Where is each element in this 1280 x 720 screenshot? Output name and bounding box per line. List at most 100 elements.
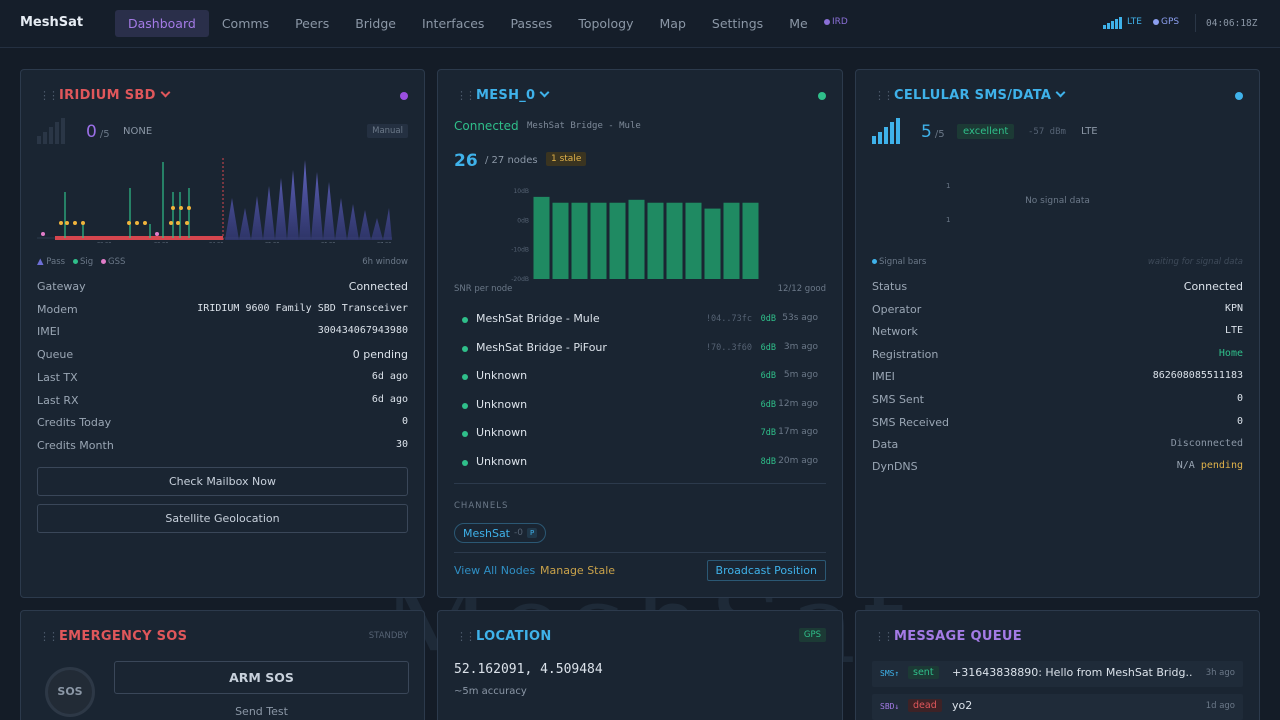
divider xyxy=(1195,14,1196,32)
field-data: Data Disconnected xyxy=(872,438,1243,452)
table-row[interactable]: SBD↓ dead yo2 1d ago xyxy=(872,694,1243,720)
window-label: 6h window xyxy=(362,257,408,267)
iridium-status: IRD xyxy=(824,17,848,27)
gps-badge: GPS xyxy=(798,628,826,642)
y-tick-label: 10dB xyxy=(513,188,529,195)
node-total: / 27 nodes xyxy=(485,155,538,166)
sos-icon: SOS xyxy=(45,667,95,717)
snr-bar[interactable] xyxy=(666,202,683,279)
tab-bridge[interactable]: Bridge xyxy=(355,16,396,31)
lte-status: LTE xyxy=(1127,17,1142,27)
field-modem: Modem IRIDIUM 9600 Family SBD Transceiver xyxy=(37,302,408,316)
iridium-signal-value: 0/5 xyxy=(86,122,110,142)
drag-handle-icon[interactable]: ⋮⋮ xyxy=(874,89,894,102)
snr-bar[interactable] xyxy=(552,202,569,279)
arm-sos-button[interactable]: ARM SOS xyxy=(114,661,409,694)
manage-stale-link[interactable]: Manage Stale xyxy=(540,564,616,577)
field-imei: IMEI 862608085511183 xyxy=(872,370,1243,384)
snr-bar[interactable] xyxy=(723,202,740,279)
tab-dashboard[interactable]: Dashboard xyxy=(115,10,209,37)
svg-text:05:00: 05:00 xyxy=(265,242,279,243)
field-queue: Queue 0 pending xyxy=(37,348,408,362)
dbm-value: -57 dBm xyxy=(1028,127,1066,137)
send-test-button[interactable]: Send Test xyxy=(235,705,288,718)
satellite-geolocation-button[interactable]: Satellite Geolocation xyxy=(37,504,408,533)
tab-interfaces[interactable]: Interfaces xyxy=(421,16,485,31)
tab-peers[interactable]: Peers xyxy=(295,16,330,31)
drag-handle-icon[interactable]: ⋮⋮ xyxy=(39,630,59,643)
no-signal-data: No signal data xyxy=(1025,196,1090,206)
list-item[interactable]: Unknown 6dB 12m ago xyxy=(454,397,826,415)
broadcast-position-button[interactable]: Broadcast Position xyxy=(706,560,826,581)
mode-badge[interactable]: Manual xyxy=(367,124,408,138)
location-title[interactable]: LOCATION xyxy=(476,629,552,644)
stale-badge[interactable]: 1 stale xyxy=(546,152,587,166)
node-snr: 6dB xyxy=(760,399,776,410)
snr-bar[interactable] xyxy=(685,202,702,279)
signal-bars-icon xyxy=(872,118,900,144)
tab-me[interactable]: Me xyxy=(789,16,808,31)
list-item[interactable]: MeshSat Bridge - Mule !04..73fc 0dB 53s ago xyxy=(454,311,826,329)
svg-text:03:00: 03:00 xyxy=(154,242,168,243)
drag-handle-icon[interactable]: ⋮⋮ xyxy=(456,89,476,102)
field-status: Status Connected xyxy=(872,280,1243,293)
mesh-title[interactable]: MESH_0 xyxy=(476,87,550,103)
snr-bar[interactable] xyxy=(590,202,607,279)
cell-signal-value: 5/5 xyxy=(921,122,945,142)
channel-label: SBD↓ xyxy=(880,702,900,711)
quality-badge: excellent xyxy=(957,124,1015,139)
check-mailbox-button[interactable]: Check Mailbox Now xyxy=(37,467,408,496)
field-credits-month: Credits Month 30 xyxy=(37,438,408,452)
snr-bar[interactable] xyxy=(628,199,645,279)
drag-handle-icon[interactable]: ⋮⋮ xyxy=(456,630,476,643)
online-dot xyxy=(462,317,468,323)
node-age: 5m ago xyxy=(783,370,818,381)
cellular-title[interactable]: CELLULAR SMS/DATA xyxy=(894,87,1066,103)
queue-title[interactable]: MESSAGE QUEUE xyxy=(894,629,1022,644)
brand-logo[interactable]: MeshSat xyxy=(20,15,84,30)
list-item[interactable]: Unknown 7dB 17m ago xyxy=(454,425,826,443)
field-dyndns: DynDNS N/A pending xyxy=(872,460,1243,473)
iridium-title[interactable]: IRIDIUM SBD xyxy=(59,87,171,103)
node-name: MeshSat Bridge - Mule xyxy=(476,312,600,325)
divider xyxy=(454,483,826,484)
tab-map[interactable]: Map xyxy=(659,16,686,31)
node-id: !04..73fc xyxy=(705,314,752,324)
chevron-down-icon xyxy=(1055,87,1066,98)
node-age: 3m ago xyxy=(783,341,818,352)
sos-title[interactable]: EMERGENCY SOS xyxy=(59,629,188,644)
coordinates[interactable]: 52.162091, 4.509484 xyxy=(454,662,603,677)
tab-topology[interactable]: Topology xyxy=(578,16,634,31)
list-item[interactable]: Unknown 8dB 20m ago xyxy=(454,454,826,472)
snr-bar[interactable] xyxy=(647,202,664,279)
drag-handle-icon[interactable]: ⋮⋮ xyxy=(874,630,894,643)
snr-bar[interactable] xyxy=(704,208,721,279)
signal-bars-icon xyxy=(1103,17,1122,29)
snr-bar[interactable] xyxy=(609,202,626,279)
table-row[interactable]: SMS↑ sent +31643838890: Hello from MeshSat… xyxy=(872,661,1243,687)
svg-text:04:00: 04:00 xyxy=(209,242,223,243)
list-item[interactable]: Unknown 6dB 5m ago xyxy=(454,368,826,386)
snr-chart: 10dB 0dB -10dB -20dB xyxy=(511,188,759,283)
tab-comms[interactable]: Comms xyxy=(221,16,270,31)
snr-bar[interactable] xyxy=(742,202,759,279)
field-gateway: Gateway Connected xyxy=(37,280,408,293)
gps-status: GPS xyxy=(1153,17,1179,27)
node-name: Unknown xyxy=(476,397,528,411)
queue-card: ⋮⋮ MESSAGE QUEUE SMS↑ sent +31643838890: H… xyxy=(855,610,1260,720)
tab-passes[interactable]: Passes xyxy=(510,16,553,31)
divider xyxy=(454,552,826,553)
snr-bar[interactable] xyxy=(571,202,588,279)
tab-settings[interactable]: Settings xyxy=(711,16,764,31)
channel-pill[interactable]: MeshSat -0 P xyxy=(454,523,547,543)
snr-bar[interactable] xyxy=(533,196,550,279)
node-name: MeshSat Bridge - PiFour xyxy=(476,340,607,354)
y-tick: 1 xyxy=(946,216,951,224)
view-all-nodes-link[interactable]: View All Nodes xyxy=(454,564,536,577)
list-item[interactable]: MeshSat Bridge - PiFour !70..3f60 6dB 3m ag… xyxy=(454,340,826,358)
utc-clock: 04:06:18Z xyxy=(1206,18,1258,29)
drag-handle-icon[interactable]: ⋮⋮ xyxy=(39,89,59,102)
pass-chart: 02:00 03:00 04:00 05:00 06:00 07:00 xyxy=(37,158,392,243)
online-dot xyxy=(462,402,468,409)
node-age: 53s ago xyxy=(782,313,818,323)
